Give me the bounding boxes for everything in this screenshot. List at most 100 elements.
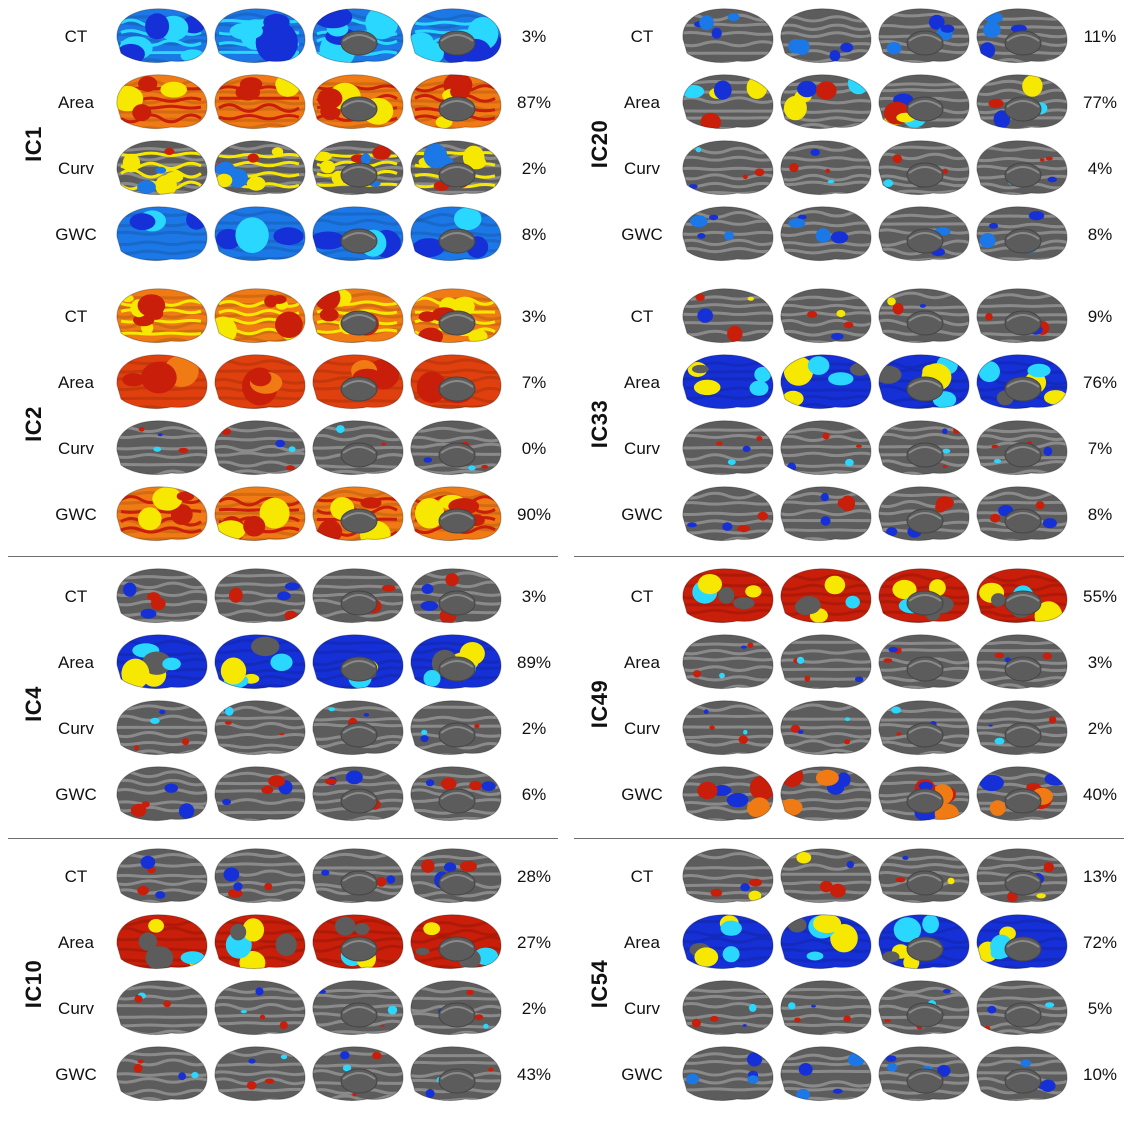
left-medial-brain-view xyxy=(312,74,404,130)
brain-surface-maps xyxy=(116,288,502,344)
brain-surface-maps xyxy=(682,766,1068,822)
metric-row: Curv 0% xyxy=(0,416,566,482)
brain-views xyxy=(112,846,504,908)
brain-views xyxy=(112,912,504,974)
left-medial-brain-view xyxy=(312,634,404,690)
variance-percent: 55% xyxy=(1082,587,1118,606)
variance-percent: 27% xyxy=(516,933,552,952)
right-lateral-brain-view xyxy=(780,74,872,130)
metric-label: Area xyxy=(58,373,94,392)
metric-row: GWC 40% xyxy=(566,762,1132,828)
brain-views xyxy=(678,72,1070,134)
right-medial-brain-view xyxy=(976,980,1068,1036)
left-medial-brain-view xyxy=(878,74,970,130)
right-lateral-brain-view xyxy=(214,568,306,624)
metric-label: Area xyxy=(624,93,660,112)
right-medial-brain-view xyxy=(410,568,502,624)
metric-row: CT 55% xyxy=(566,564,1132,630)
metric-label: CT xyxy=(630,307,654,326)
brain-views xyxy=(112,566,504,628)
metric-label: Curv xyxy=(624,159,660,178)
right-medial-brain-view xyxy=(976,848,1068,904)
left-lateral-brain-view xyxy=(116,766,208,822)
right-lateral-brain-view xyxy=(214,8,306,64)
metric-label: Area xyxy=(58,933,94,952)
brain-surface-maps xyxy=(116,914,502,970)
brain-surface-maps xyxy=(682,568,1068,624)
brain-surface-maps xyxy=(682,288,1068,344)
left-lateral-brain-view xyxy=(682,206,774,262)
metric-row: Area 3% xyxy=(566,630,1132,696)
ic-panel: IC20 CT 11% Area 77% Curv 4% GWC 8% xyxy=(566,4,1132,284)
metric-label: Area xyxy=(624,653,660,672)
variance-percent: 3% xyxy=(521,27,547,46)
variance-percent: 89% xyxy=(516,653,552,672)
metric-label: Curv xyxy=(624,999,660,1018)
brain-views xyxy=(112,6,504,68)
left-medial-brain-view xyxy=(312,8,404,64)
right-lateral-brain-view xyxy=(780,354,872,410)
metric-row: GWC 6% xyxy=(0,762,566,828)
metric-row: GWC 43% xyxy=(0,1042,566,1108)
metric-row: GWC 8% xyxy=(566,202,1132,268)
brain-views xyxy=(112,72,504,134)
brain-views xyxy=(678,6,1070,68)
metric-label: CT xyxy=(64,307,88,326)
brain-surface-maps xyxy=(116,74,502,130)
metric-label: GWC xyxy=(621,505,663,524)
left-lateral-brain-view xyxy=(116,848,208,904)
left-lateral-brain-view xyxy=(682,420,774,476)
brain-surface-maps xyxy=(116,634,502,690)
left-medial-brain-view xyxy=(312,354,404,410)
right-medial-brain-view xyxy=(410,1046,502,1102)
left-medial-brain-view xyxy=(312,914,404,970)
left-lateral-brain-view xyxy=(116,140,208,196)
left-medial-brain-view xyxy=(312,420,404,476)
brain-surface-maps xyxy=(116,420,502,476)
left-medial-brain-view xyxy=(878,8,970,64)
metric-label: Curv xyxy=(58,999,94,1018)
left-lateral-brain-view xyxy=(116,980,208,1036)
left-lateral-brain-view xyxy=(682,848,774,904)
left-lateral-brain-view xyxy=(682,354,774,410)
left-medial-brain-view xyxy=(312,980,404,1036)
right-lateral-brain-view xyxy=(780,980,872,1036)
right-medial-brain-view xyxy=(410,288,502,344)
metric-label: GWC xyxy=(55,1065,97,1084)
variance-percent: 3% xyxy=(1087,653,1113,672)
left-lateral-brain-view xyxy=(682,486,774,542)
metric-row: CT 28% xyxy=(0,844,566,910)
brain-surface-maps xyxy=(682,914,1068,970)
brain-surface-maps xyxy=(682,848,1068,904)
left-lateral-brain-view xyxy=(682,980,774,1036)
right-medial-brain-view xyxy=(410,420,502,476)
right-medial-brain-view xyxy=(410,74,502,130)
right-lateral-brain-view xyxy=(214,848,306,904)
variance-percent: 8% xyxy=(521,225,547,244)
metric-label: Area xyxy=(58,93,94,112)
metric-label: Curv xyxy=(58,719,94,738)
right-lateral-brain-view xyxy=(214,700,306,756)
variance-percent: 40% xyxy=(1082,785,1118,804)
brain-views xyxy=(678,204,1070,266)
brain-views xyxy=(112,632,504,694)
right-medial-brain-view xyxy=(410,486,502,542)
left-lateral-brain-view xyxy=(116,74,208,130)
brain-surface-maps xyxy=(116,980,502,1036)
right-lateral-brain-view xyxy=(780,568,872,624)
metric-row: Area 7% xyxy=(0,350,566,416)
left-lateral-brain-view xyxy=(682,568,774,624)
metric-row: Area 89% xyxy=(0,630,566,696)
right-medial-brain-view xyxy=(976,634,1068,690)
variance-percent: 5% xyxy=(1087,999,1113,1018)
brain-views xyxy=(112,204,504,266)
left-medial-brain-view xyxy=(878,206,970,262)
left-medial-brain-view xyxy=(312,766,404,822)
left-lateral-brain-view xyxy=(116,420,208,476)
brain-surface-maps xyxy=(682,1046,1068,1102)
metric-label: Area xyxy=(624,373,660,392)
brain-views xyxy=(112,698,504,760)
brain-views xyxy=(112,1044,504,1106)
left-medial-brain-view xyxy=(312,700,404,756)
metric-row: GWC 8% xyxy=(0,202,566,268)
